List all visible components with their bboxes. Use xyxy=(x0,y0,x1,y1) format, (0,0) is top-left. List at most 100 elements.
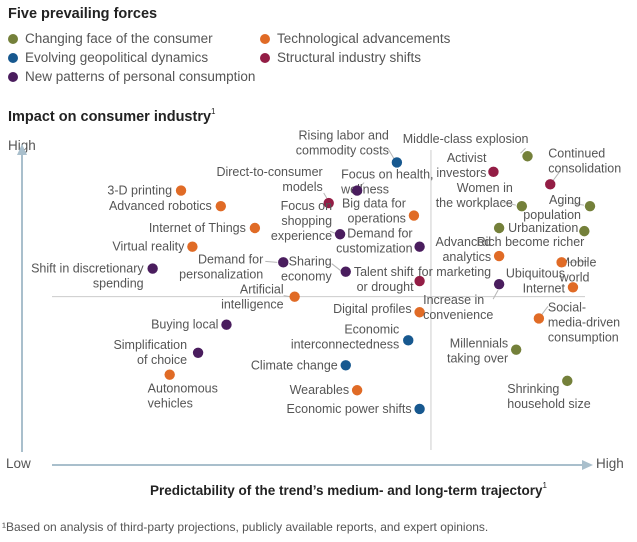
point-label-line: Simplification xyxy=(113,338,187,352)
point-label-line: Mobile xyxy=(560,255,597,269)
point-label-line: personalization xyxy=(179,267,263,281)
data-point-tech[interactable] xyxy=(414,307,425,318)
legend-dot-icon xyxy=(8,33,18,44)
point-label-line: Economic xyxy=(344,322,399,336)
leader-line xyxy=(569,202,585,206)
data-point-tech[interactable] xyxy=(249,222,261,234)
leader-line xyxy=(501,201,516,206)
data-point-tech[interactable] xyxy=(215,200,226,212)
leader-line xyxy=(387,148,395,159)
point-label-line: world xyxy=(559,270,590,284)
data-point-personal[interactable] xyxy=(334,229,346,240)
data-point-personal[interactable] xyxy=(278,257,289,268)
data-point-consumer[interactable] xyxy=(522,151,533,162)
data-point-structural[interactable] xyxy=(488,166,499,178)
point-label: Big data for operations xyxy=(342,197,406,226)
legend-label: Technological advancements xyxy=(277,31,451,46)
point-label-line: media-driven xyxy=(548,315,620,329)
x-axis-title-text: Predictability of the trend’s medium- an… xyxy=(149,483,543,498)
point-label: Middle-class explosion xyxy=(403,132,529,146)
legend-dot-icon xyxy=(260,52,270,63)
leader-line xyxy=(283,295,290,298)
leader-line xyxy=(492,289,499,300)
data-point-tech[interactable] xyxy=(175,185,187,196)
point-label: Demand for personalization xyxy=(179,252,263,281)
point-label: Sharing economy xyxy=(281,255,332,284)
point-label-line: population xyxy=(523,208,581,222)
leader-line xyxy=(329,230,336,234)
point-label-line: Focus on health, xyxy=(341,168,433,182)
footnote-mark: 1 xyxy=(542,481,547,490)
data-point-personal[interactable] xyxy=(414,241,425,252)
data-point-tech[interactable] xyxy=(533,313,545,324)
data-point-geo[interactable] xyxy=(340,360,351,371)
point-label-line: Social- xyxy=(548,300,586,314)
point-label: Rich become richer xyxy=(477,235,585,249)
data-point-personal[interactable] xyxy=(493,278,505,290)
data-point-tech[interactable] xyxy=(164,369,175,380)
point-label-line: Millennials xyxy=(450,337,508,351)
data-point-tech[interactable] xyxy=(187,241,198,252)
leader-line xyxy=(323,192,328,199)
point-label: Advanced analytics for marketing xyxy=(418,235,491,279)
point-label: Digital profiles xyxy=(333,302,412,316)
point-label: Internet of Things xyxy=(149,221,246,235)
leader-line xyxy=(552,172,560,181)
leader-line xyxy=(331,263,342,272)
point-label: Demand for customization xyxy=(336,227,412,256)
point-label-line: vehicles xyxy=(148,397,193,411)
point-label-line: Digital profiles xyxy=(333,302,412,316)
data-point-consumer[interactable] xyxy=(584,200,596,212)
data-point-consumer[interactable] xyxy=(493,222,505,234)
leader-line xyxy=(265,260,278,263)
point-label-line: Continued xyxy=(548,146,605,160)
point-label-line: consumption xyxy=(548,330,619,344)
point-label: Simplification of choice xyxy=(113,338,187,367)
point-label: Activist investors xyxy=(436,151,487,180)
point-label: Buying local xyxy=(151,318,218,332)
data-point-tech[interactable] xyxy=(408,210,420,221)
data-point-structural[interactable] xyxy=(323,197,334,209)
point-label-line: investors xyxy=(436,166,486,180)
point-label-line: Buying local xyxy=(151,318,218,332)
point-label-line: the workplace xyxy=(436,196,513,210)
point-label-line: interconnectedness xyxy=(291,337,399,351)
point-label-line: intelligence xyxy=(221,298,284,312)
data-point-structural[interactable] xyxy=(545,179,556,190)
data-point-personal[interactable] xyxy=(147,263,158,274)
data-point-consumer[interactable] xyxy=(516,200,528,212)
data-point-personal[interactable] xyxy=(340,266,351,277)
data-point-consumer[interactable] xyxy=(579,225,590,237)
point-label-line: Ubiquitous xyxy=(506,266,565,280)
data-point-tech[interactable] xyxy=(493,250,505,262)
point-label-line: Shrinking xyxy=(507,382,559,396)
point-label: Virtual reality xyxy=(112,240,185,254)
data-point-geo[interactable] xyxy=(403,335,414,346)
legend-title: Five prevailing forces xyxy=(8,6,158,22)
point-label-line: Increase in xyxy=(423,293,484,307)
point-label-line: Autonomous xyxy=(148,382,218,396)
point-label: Rising labor and commodity costs xyxy=(296,128,389,157)
point-label-line: Advanced robotics xyxy=(109,199,212,213)
point-label: Artificial intelligence xyxy=(221,283,284,312)
data-point-consumer[interactable] xyxy=(562,375,573,387)
data-point-consumer[interactable] xyxy=(510,344,522,355)
footnote-mark: 1 xyxy=(211,107,216,116)
data-point-tech[interactable] xyxy=(556,257,567,268)
data-point-structural[interactable] xyxy=(414,275,425,287)
leader-line xyxy=(567,260,589,263)
x-axis-low-label: Low xyxy=(6,456,31,471)
data-point-tech[interactable] xyxy=(351,385,363,396)
point-label: Ubiquitous Internet xyxy=(506,266,566,295)
chart-title: Impact on consumer industry1 xyxy=(8,107,216,125)
data-point-personal[interactable] xyxy=(192,347,204,358)
point-label-line: Big data for xyxy=(342,197,406,211)
data-point-tech[interactable] xyxy=(289,291,300,302)
data-point-tech[interactable] xyxy=(567,282,579,293)
data-point-geo[interactable] xyxy=(391,157,403,168)
data-point-personal[interactable] xyxy=(221,319,232,330)
data-point-personal[interactable] xyxy=(351,185,363,196)
data-point-geo[interactable] xyxy=(414,403,425,415)
legend-label: New patterns of personal consumption xyxy=(25,69,256,84)
point-label: Mobile world xyxy=(559,255,597,284)
